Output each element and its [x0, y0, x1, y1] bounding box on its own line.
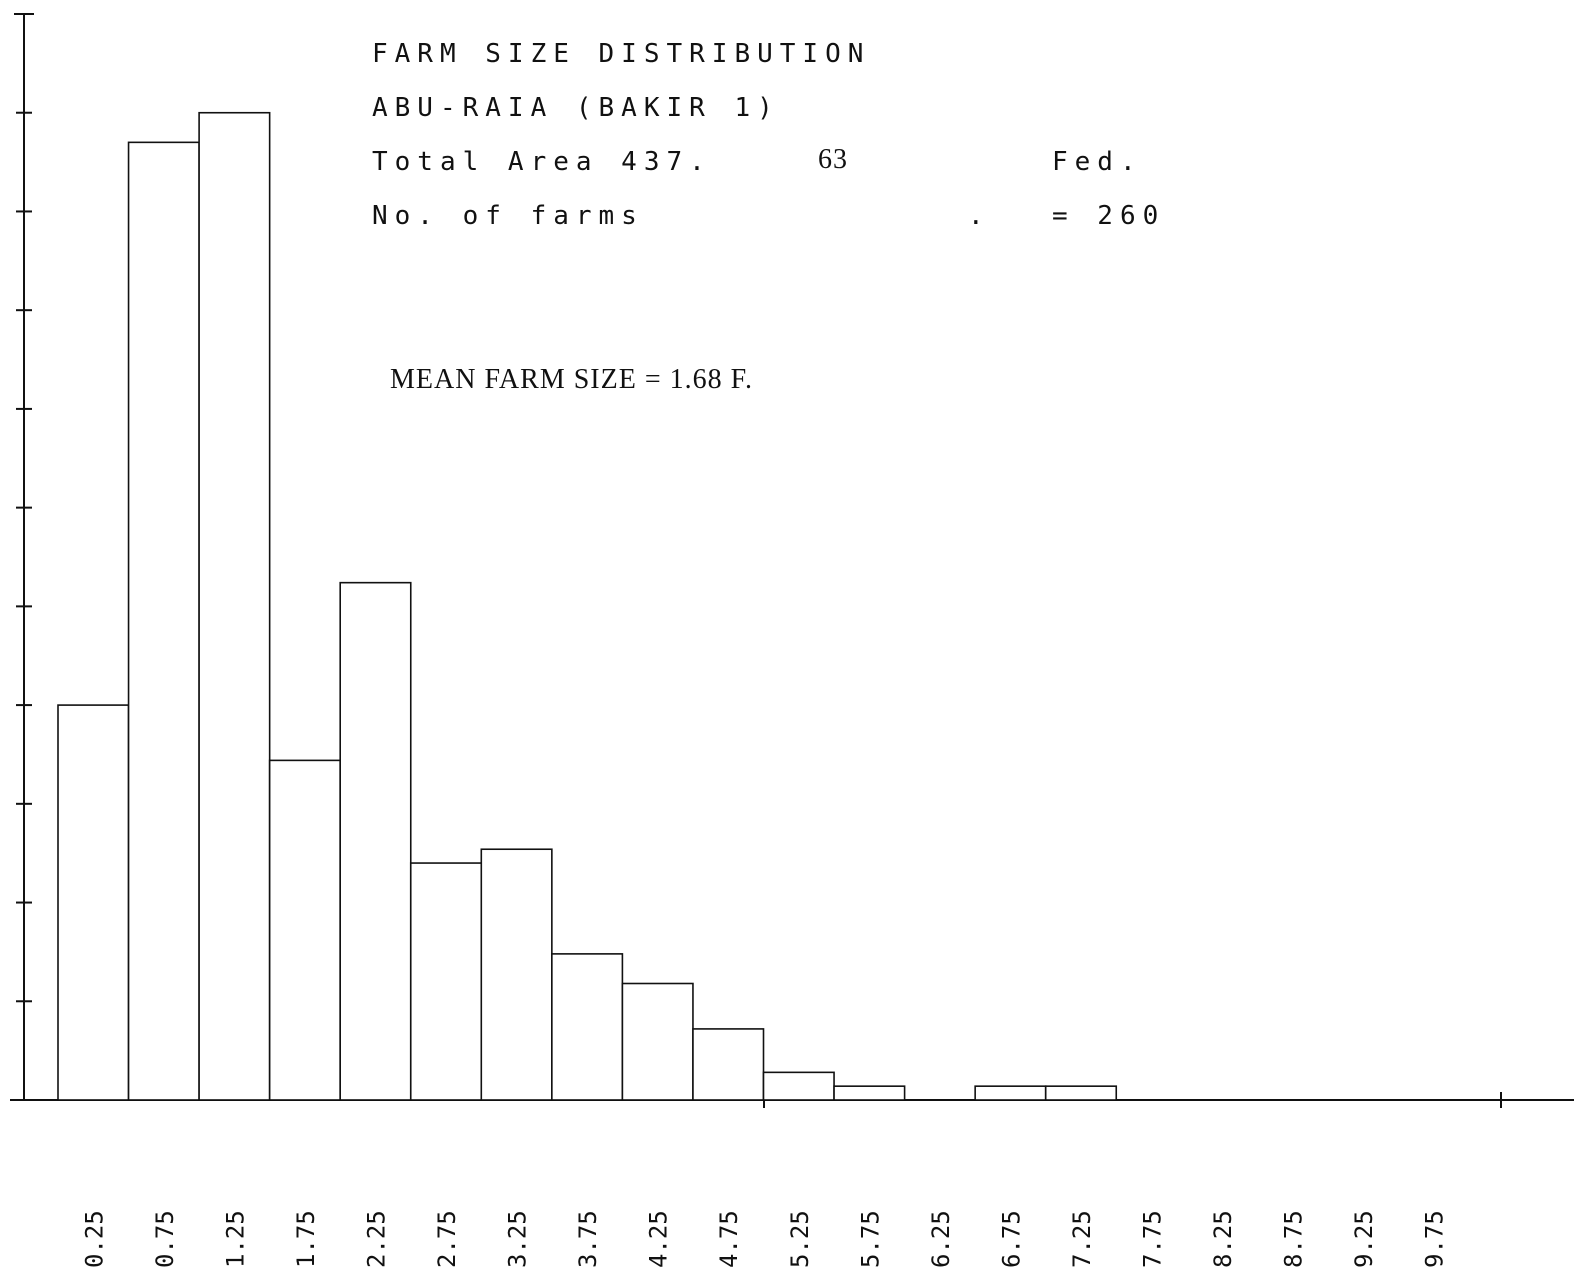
- y-ticks: [16, 13, 32, 1101]
- bar-2.75: [409, 862, 483, 1101]
- farms-count-dot: .: [968, 201, 991, 231]
- x-tick-label-4.25: 4.25: [645, 1210, 673, 1268]
- x-tick-label-2.75: 2.75: [433, 1210, 461, 1268]
- x-tick-label-1.75: 1.75: [292, 1210, 320, 1268]
- x-tick-label-9.25: 9.25: [1350, 1210, 1378, 1268]
- farms-count-label: No. of farms: [372, 201, 644, 231]
- x-tick-label-6.25: 6.25: [927, 1210, 955, 1268]
- x-tick-label-8.25: 8.25: [1209, 1210, 1237, 1268]
- x-tick-label-3.75: 3.75: [574, 1210, 602, 1268]
- bar-0.75: [127, 141, 200, 1101]
- total-area-label: Total Area 437.: [372, 147, 712, 177]
- chart-title: FARM SIZE DISTRIBUTION: [372, 39, 870, 69]
- x-tick-label-1.25: 1.25: [221, 1210, 249, 1268]
- x-tick-label-7.25: 7.25: [1068, 1210, 1096, 1268]
- bar-0.25: [57, 704, 130, 1101]
- bars: [57, 111, 1118, 1101]
- total-area-fraction: 63: [818, 144, 848, 175]
- bar-4.75: [692, 1028, 765, 1101]
- bar-2.25: [339, 581, 412, 1101]
- bar-3.25: [480, 848, 553, 1101]
- x-tick-labels: 0.25 0.75 1.25 1.75 2.25 2.75 3.25 3.75 4.25 4.75…: [80, 1210, 1448, 1268]
- x-tick-label-8.75: 8.75: [1280, 1210, 1308, 1268]
- bar-1.75: [268, 759, 341, 1101]
- x-tick-label-4.75: 4.75: [715, 1210, 743, 1268]
- bar-7.25: [1044, 1085, 1118, 1101]
- x-tick-label-7.75: 7.75: [1139, 1210, 1167, 1268]
- x-tick-label-2.25: 2.25: [362, 1210, 390, 1268]
- bar-3.75: [551, 953, 624, 1101]
- x-tick-label-5.75: 5.75: [856, 1210, 884, 1268]
- x-tick-label-5.25: 5.25: [786, 1210, 814, 1268]
- farms-count-value: = 260: [1052, 201, 1165, 231]
- x-tick-label-9.75: 9.75: [1421, 1210, 1449, 1268]
- bar-5.25: [762, 1071, 835, 1101]
- bar-6.75: [974, 1085, 1047, 1101]
- x-tick-label-0.25: 0.25: [80, 1210, 108, 1268]
- chart-header: FARM SIZE DISTRIBUTION ABU-RAIA (BAKIR 1…: [372, 39, 1165, 395]
- x-tick-label-3.25: 3.25: [504, 1210, 532, 1268]
- x-tick-label-0.75: 0.75: [151, 1210, 179, 1268]
- total-area-unit: Fed.: [1052, 147, 1143, 177]
- mean-farm-size: MEAN FARM SIZE = 1.68 F.: [390, 364, 753, 395]
- bar-1.25: [198, 111, 271, 1101]
- chart-subtitle: ABU-RAIA (BAKIR 1): [372, 93, 780, 123]
- bar-5.75: [833, 1085, 906, 1101]
- x-tick-label-6.75: 6.75: [997, 1210, 1025, 1268]
- bar-4.25: [621, 982, 694, 1101]
